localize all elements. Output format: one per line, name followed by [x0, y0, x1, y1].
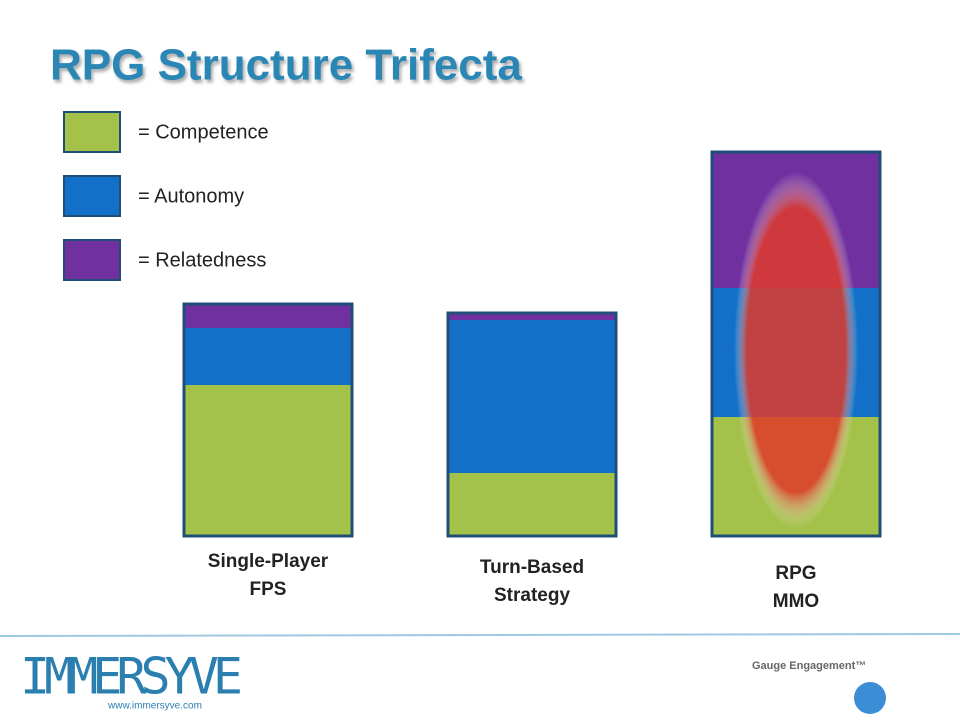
- bar-segment: [448, 313, 616, 320]
- legend-swatch: [63, 239, 121, 281]
- category-label: RPG MMO: [772, 563, 820, 612]
- bar-outline: [446, 311, 618, 538]
- logo: IMMERSYVE: [20, 648, 240, 706]
- hero-figure: [734, 172, 858, 528]
- legend-swatch: [63, 111, 121, 153]
- bar-segment: [184, 385, 352, 536]
- category-label: Single-Player FPS: [207, 551, 329, 600]
- legend-label: = Competence: [138, 121, 269, 143]
- footer-line: [0, 633, 960, 637]
- legend-label: = Relatedness: [138, 249, 266, 271]
- category-label: Turn-Based Strategy: [479, 557, 585, 606]
- logo-orb: [854, 682, 886, 714]
- bar-outline: [182, 302, 354, 538]
- bar-outline: [710, 150, 882, 538]
- legend-swatch: [63, 175, 121, 217]
- url: www.immersyve.com: [107, 701, 202, 712]
- chart-title: RPG Structure Trifecta: [50, 41, 522, 90]
- legend-label: = Autonomy: [138, 185, 244, 207]
- bar-segment: [184, 328, 352, 385]
- bar-segment: [448, 473, 616, 536]
- bar-segment: [184, 304, 352, 328]
- bar-segment: [448, 320, 616, 473]
- tagline: Gauge Engagement™: [752, 660, 866, 672]
